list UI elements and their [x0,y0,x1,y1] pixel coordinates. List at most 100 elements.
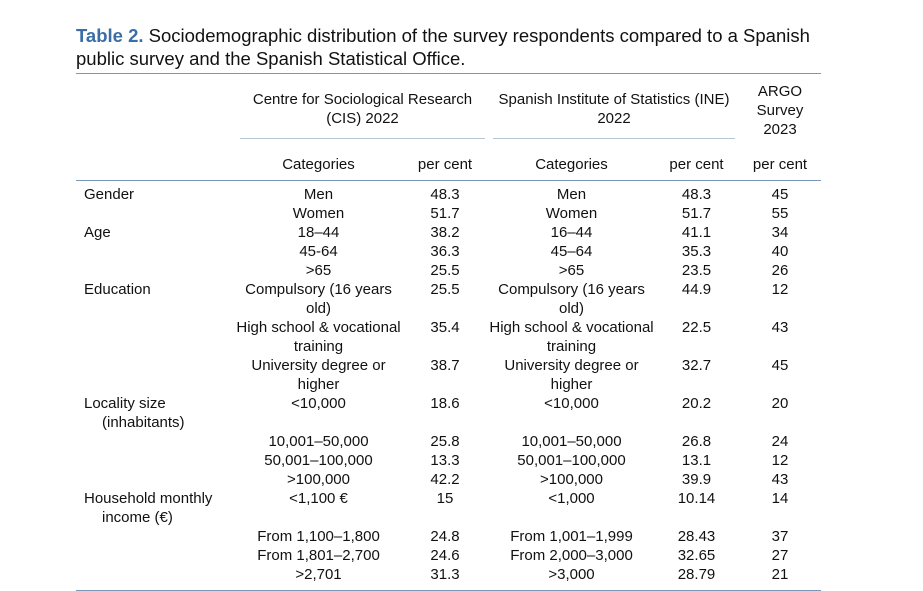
ine-percent: 28.43 [677,528,716,545]
ine-percent: 22.5 [681,319,712,336]
cis-category: From 1,801–2,700 [257,547,380,564]
table-row: >65 25.5 >65 23.5 26 [76,261,821,280]
ine-category: High school & vocational training [489,319,654,355]
subheader-ine-percent: per cent [654,149,739,181]
table-row: Gender Men 48.3 Men 48.3 45 [76,181,821,205]
table-caption-text: Sociodemographic distribution of the sur… [76,25,810,69]
argo-percent: 45 [771,357,789,374]
row-variable [76,546,236,565]
row-variable [76,261,236,280]
cis-category: High school & vocational training [236,319,401,355]
ine-category: Compulsory (16 years old) [498,281,645,317]
header-cis: Centre for Sociological Research (CIS) 2… [236,74,489,150]
cis-percent: 24.6 [430,547,460,564]
ine-percent: 44.9 [681,281,712,298]
row-variable [76,318,236,356]
argo-percent: 45 [771,186,789,203]
table-row: 45-64 36.3 45–64 35.3 40 [76,242,821,261]
row-variable-label: Gender [84,186,135,203]
header-blank [76,74,236,150]
ine-category: 16–44 [550,224,593,241]
subheader-blank [76,149,236,181]
cis-category: 18–44 [297,224,340,241]
ine-category: >100,000 [540,471,603,488]
ine-percent: 39.9 [681,471,712,488]
ine-category: Women [545,205,598,222]
ine-percent: 13.1 [681,452,712,469]
row-variable-sublabel: income (€) [102,509,173,526]
argo-percent: 12 [771,452,789,469]
ine-percent: 51.7 [681,205,712,222]
subheader-cis-percent: per cent [401,149,489,181]
table-label: Table 2. [76,25,144,46]
table-row: High school & vocational training 35.4 Hig… [76,318,821,356]
cis-percent: 51.7 [430,205,460,222]
cis-percent: 48.3 [430,186,460,203]
table-row: 50,001–100,000 13.3 50,001–100,000 13.1 12 [76,451,821,470]
ine-percent: 35.3 [681,243,712,260]
cis-category: <1,100 € [289,490,348,507]
cis-percent: 38.2 [430,224,460,241]
cis-category: Compulsory (16 years old) [245,281,392,317]
document: Table 2. Sociodemographic distribution o… [76,24,821,70]
argo-percent: 12 [771,281,789,298]
row-variable: Gender [76,181,236,205]
ine-category: 45–64 [550,243,593,260]
cis-percent: 25.5 [430,281,460,298]
subheader-ine-categories: Categories [489,149,654,181]
row-variable [76,242,236,261]
ine-category: From 2,000–3,000 [510,547,633,564]
cis-category: Men [303,186,334,203]
table-row: From 1,801–2,700 24.6 From 2,000–3,000 32.6… [76,546,821,565]
table-row: University degree or higher 38.7 Universit… [76,356,821,394]
cis-percent: 38.7 [430,357,460,374]
row-variable [76,432,236,451]
argo-percent: 26 [771,262,789,279]
cis-percent: 35.4 [430,319,460,336]
cis-percent: 18.6 [430,395,460,412]
ine-category: From 1,001–1,999 [510,528,633,545]
row-variable: Age [76,223,236,242]
table-caption: Table 2. Sociodemographic distribution o… [76,24,821,70]
cis-category: 45-64 [299,243,338,260]
cis-percent: 25.8 [430,433,460,450]
argo-percent: 55 [771,205,789,222]
table-row: 10,001–50,000 25.8 10,001–50,000 26.8 24 [76,432,821,451]
table-row: >100,000 42.2 >100,000 39.9 43 [76,470,821,489]
argo-percent: 27 [771,547,789,564]
header-ine: Spanish Institute of Statistics (INE) 20… [489,74,739,150]
table-row: Women 51.7 Women 51.7 55 [76,204,821,223]
subheader-argo-percent: per cent [739,149,821,181]
table-row: >2,701 31.3 >3,000 28.79 21 [76,565,821,591]
ine-category: >3,000 [548,566,595,583]
ine-percent: 20.2 [681,395,712,412]
row-variable: Locality size (inhabitants) [76,394,236,432]
subheader-cis-categories: Categories [236,149,401,181]
table-row: From 1,100–1,800 24.8 From 1,001–1,999 28.4… [76,527,821,546]
row-variable [76,204,236,223]
ine-category: >65 [558,262,585,279]
ine-percent: 28.79 [677,566,716,583]
row-variable-label: Education [84,281,151,298]
row-variable: Household monthly income (€) [76,489,236,527]
row-variable-label: Household monthly [84,490,213,507]
row-variable [76,470,236,489]
argo-percent: 34 [771,224,789,241]
argo-percent: 37 [771,528,789,545]
argo-percent: 21 [771,566,789,583]
cis-percent: 42.2 [430,471,460,488]
ine-percent: 23.5 [681,262,712,279]
row-variable-label: Age [84,224,111,241]
cis-percent: 13.3 [430,452,460,469]
cis-percent: 31.3 [430,566,460,583]
cis-category: >2,701 [295,566,342,583]
ine-percent: 32.7 [681,357,712,374]
ine-percent: 32.65 [677,547,716,564]
argo-percent: 43 [771,319,789,336]
ine-category: Men [556,186,587,203]
cis-category: 50,001–100,000 [264,452,373,469]
header-argo: ARGO Survey 2023 [756,83,804,138]
cis-percent: 15 [436,490,454,507]
argo-percent: 40 [771,243,789,260]
row-variable [76,565,236,591]
